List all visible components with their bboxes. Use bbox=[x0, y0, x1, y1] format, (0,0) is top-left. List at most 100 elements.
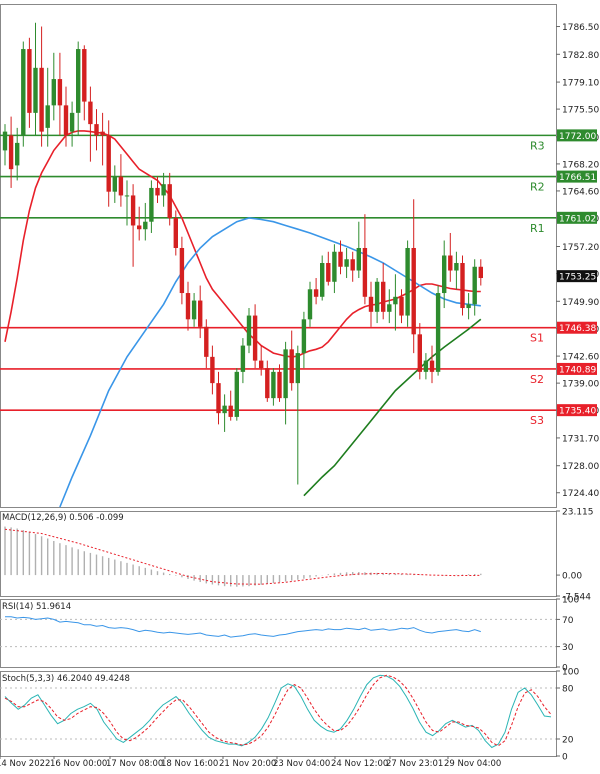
candle-body bbox=[442, 255, 447, 294]
candle-body bbox=[130, 195, 136, 226]
time-tick-label: 29 Nov 04:00 bbox=[444, 759, 501, 769]
candle-body bbox=[216, 383, 221, 414]
moving-average-line-1 bbox=[4, 130, 481, 358]
candle-body bbox=[161, 184, 166, 196]
price-pane-frame bbox=[0, 4, 557, 508]
level-value-box-r1 bbox=[557, 211, 597, 224]
moving-average-line-3 bbox=[303, 318, 482, 497]
candle-body bbox=[21, 49, 26, 136]
candle-body bbox=[210, 356, 215, 384]
level-value-label-s1: 1746.38 bbox=[559, 324, 596, 334]
candle-body bbox=[8, 135, 14, 170]
candle-body bbox=[326, 263, 331, 282]
level-value-box-r3 bbox=[557, 129, 597, 142]
rsi-label: RSI(14) 51.9614 bbox=[2, 602, 71, 612]
level-label-r3: R3 bbox=[530, 139, 545, 152]
rsi-y-tick-label: 70 bbox=[562, 616, 574, 626]
level-value-box-r2 bbox=[557, 170, 597, 183]
candle-body bbox=[155, 187, 160, 196]
candle-body bbox=[124, 195, 130, 197]
time-tick-label: 23 Nov 04:00 bbox=[273, 759, 330, 769]
macd-label: MACD(12,26,9) 0.506 -0.099 bbox=[2, 513, 124, 523]
candle-body bbox=[106, 135, 111, 192]
candle-body bbox=[295, 353, 300, 384]
candle-body bbox=[460, 263, 465, 309]
candle-body bbox=[301, 319, 307, 354]
price-y-tick-label: 1782.80 bbox=[562, 51, 599, 61]
candle-body bbox=[271, 371, 276, 399]
candle-body bbox=[240, 345, 246, 372]
candle-body bbox=[143, 221, 148, 230]
level-label-r2: R2 bbox=[530, 181, 545, 194]
price-y-tick-label: 1724.40 bbox=[562, 489, 599, 499]
candle-body bbox=[185, 293, 191, 320]
macd-y-tick-label: 0.00 bbox=[562, 572, 582, 582]
stoch-pane-frame bbox=[0, 671, 557, 757]
stoch-y-tick-label: 0 bbox=[562, 753, 568, 763]
rsi-line bbox=[5, 616, 481, 638]
candle-body bbox=[234, 371, 239, 417]
time-tick-label: 21 Nov 20:00 bbox=[219, 759, 276, 769]
level-value-label-s3: 1735.40 bbox=[559, 407, 596, 417]
rsi-y-tick-label: 30 bbox=[562, 643, 574, 653]
stoch-d-line bbox=[4, 674, 552, 747]
level-label-r1: R1 bbox=[530, 222, 545, 235]
rsi-y-tick-label: 0 bbox=[562, 664, 568, 674]
candle-body bbox=[252, 315, 258, 361]
last-price-label: 1753.25 bbox=[559, 273, 596, 283]
candle-body bbox=[246, 315, 252, 346]
price-y-tick-label: 1768.20 bbox=[562, 160, 599, 170]
candle-body bbox=[429, 360, 435, 372]
candle-body bbox=[332, 251, 337, 282]
candle-body bbox=[137, 225, 142, 230]
stoch-y-tick-label: 80 bbox=[562, 685, 574, 695]
candle-body bbox=[15, 142, 20, 166]
stoch-y-tick-label: 20 bbox=[562, 736, 574, 746]
candle-body bbox=[320, 263, 325, 297]
candle-body bbox=[33, 67, 38, 113]
candle-body bbox=[45, 105, 50, 128]
price-plot-area bbox=[0, 22, 556, 508]
candle-body bbox=[27, 49, 32, 113]
level-value-label-r2: 1766.51 bbox=[559, 173, 596, 183]
candle-body bbox=[179, 247, 185, 294]
candle-body bbox=[228, 405, 233, 417]
candle-body bbox=[448, 255, 453, 271]
stoch-y-tick-label: 100 bbox=[562, 668, 579, 678]
rsi-y-tick-label: 100 bbox=[562, 596, 579, 606]
candle-body bbox=[167, 184, 172, 218]
candle-body bbox=[204, 326, 209, 357]
candle-body bbox=[393, 296, 398, 305]
candle-body bbox=[387, 304, 392, 312]
candle-body bbox=[417, 334, 422, 372]
candle-body bbox=[39, 67, 44, 132]
candle-body bbox=[313, 289, 319, 297]
candle-body bbox=[82, 49, 87, 102]
candle-body bbox=[149, 187, 154, 222]
level-value-label-r1: 1761.02 bbox=[559, 214, 596, 224]
candle-body bbox=[63, 105, 69, 136]
candle-body bbox=[283, 349, 288, 399]
candle-body bbox=[411, 247, 416, 335]
candle-body bbox=[2, 131, 8, 151]
candle-body bbox=[374, 281, 380, 312]
level-value-box-s1 bbox=[557, 321, 597, 334]
price-y-tick-label: 1757.20 bbox=[562, 243, 599, 253]
candle-body bbox=[478, 266, 483, 279]
candle-body bbox=[368, 296, 374, 312]
price-y-tick-label: 1764.60 bbox=[562, 187, 599, 197]
level-value-label-r3: 1772.00 bbox=[559, 132, 596, 142]
candle-body bbox=[112, 176, 117, 192]
candle-body bbox=[344, 259, 349, 267]
candle-body bbox=[222, 405, 227, 414]
candle-body bbox=[399, 296, 404, 316]
candle-body bbox=[265, 368, 270, 399]
macd-y-tick-label: 23.115 bbox=[562, 508, 594, 518]
level-label-s1: S1 bbox=[530, 332, 544, 345]
candle-body bbox=[51, 79, 56, 106]
candle-body bbox=[466, 304, 471, 309]
stoch-label: Stoch(5,3,3) 46.2040 49.4248 bbox=[2, 674, 130, 684]
price-y-tick-label: 1779.10 bbox=[562, 79, 599, 89]
